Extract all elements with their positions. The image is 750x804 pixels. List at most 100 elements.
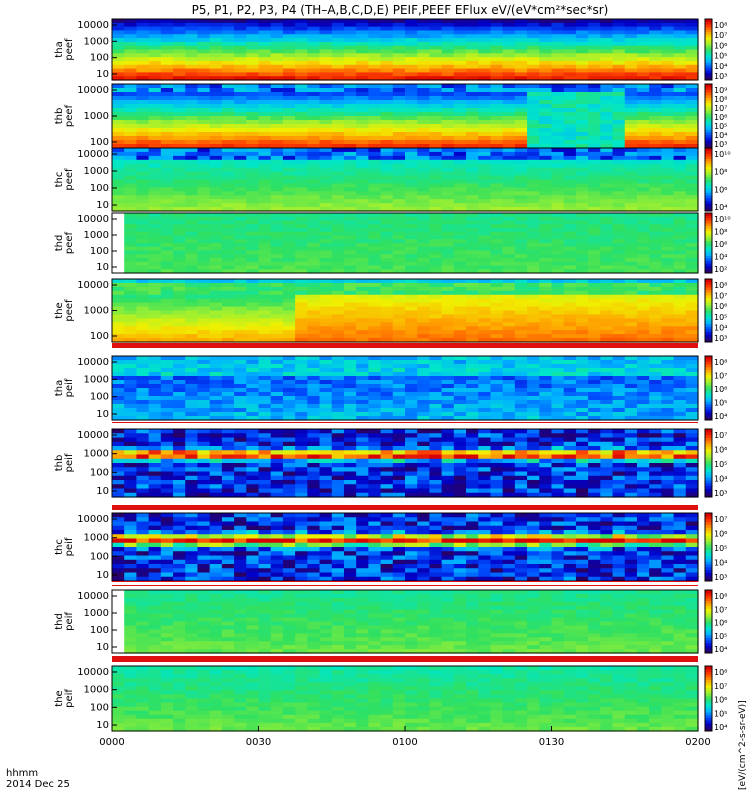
heatmap-cell (478, 311, 491, 316)
heatmap-cell (393, 104, 406, 109)
heatmap-cell (161, 120, 174, 125)
heatmap-cell (283, 53, 296, 57)
heatmap-cell (503, 295, 516, 300)
heatmap-cell (637, 57, 650, 61)
heatmap-cell (173, 372, 186, 377)
heatmap-cell (271, 236, 284, 240)
heatmap-cell (393, 368, 406, 373)
heatmap-cell (185, 19, 198, 23)
heatmap-cell (112, 136, 125, 141)
heatmap-cell (271, 112, 284, 117)
heatmap-cell (515, 19, 528, 23)
heatmap-cell (478, 392, 491, 397)
heatmap-cell (454, 322, 467, 327)
heatmap-cell (149, 183, 162, 188)
heatmap-cell (576, 217, 589, 221)
heatmap-cell (661, 27, 674, 31)
heatmap-cell (393, 299, 406, 304)
heatmap-cell (552, 140, 565, 145)
heatmap-cell (613, 392, 626, 397)
heatmap-cell (320, 322, 333, 327)
heatmap-cell (112, 191, 125, 196)
heatmap-cell (210, 258, 223, 262)
heatmap-cell (417, 96, 430, 101)
heatmap-cell (552, 108, 565, 113)
heatmap-cell (393, 19, 406, 23)
heatmap-cell (674, 116, 687, 121)
heatmap-cell (674, 156, 687, 161)
heatmap-cell (539, 326, 552, 331)
heatmap-cell (661, 213, 674, 217)
heatmap-cell (625, 168, 638, 173)
heatmap-cell (600, 258, 613, 262)
heatmap-cell (271, 311, 284, 316)
heatmap-cell (271, 266, 284, 270)
heatmap-cell (161, 224, 174, 228)
heatmap-cell (588, 148, 601, 153)
heatmap-cell (173, 459, 186, 464)
heatmap-cell (222, 72, 235, 76)
heatmap-cell (674, 42, 687, 46)
heatmap-cell (112, 384, 125, 389)
heatmap-cell (344, 108, 357, 113)
heatmap-cell (344, 34, 357, 38)
heatmap-cell (478, 34, 491, 38)
heatmap-cell (564, 400, 577, 405)
heatmap-cell (625, 148, 638, 153)
heatmap-cell (332, 120, 345, 125)
heatmap-cell (539, 266, 552, 270)
heatmap-cell (307, 96, 320, 101)
heatmap-cell (295, 221, 308, 225)
heatmap-cell (197, 314, 210, 319)
heatmap-cell (637, 217, 650, 221)
heatmap-cell (442, 19, 455, 23)
heatmap-cell (271, 408, 284, 413)
heatmap-cell (320, 164, 333, 169)
heatmap-cell (466, 84, 479, 89)
heatmap-cell (332, 283, 345, 288)
heatmap-cell (661, 116, 674, 121)
heatmap-cell (503, 116, 516, 121)
heatmap-cell (161, 283, 174, 288)
heatmap-cell (686, 228, 699, 232)
heatmap-cell (185, 442, 198, 447)
heatmap-cell (405, 187, 418, 192)
heatmap-cell (674, 283, 687, 288)
heatmap-cell (552, 243, 565, 247)
heatmap-cell (332, 291, 345, 296)
heatmap-cell (173, 34, 186, 38)
heatmap-cell (124, 42, 137, 46)
heatmap-cell (197, 364, 210, 369)
heatmap-cell (576, 266, 589, 270)
heatmap-cell (222, 136, 235, 141)
heatmap-cell (417, 326, 430, 331)
heatmap-cell (149, 191, 162, 196)
heatmap-cell (405, 195, 418, 200)
heatmap-cell (588, 168, 601, 173)
heatmap-cell (442, 108, 455, 113)
heatmap-cell (515, 53, 528, 57)
heatmap-cell (246, 388, 259, 393)
heatmap-cell (552, 368, 565, 373)
heatmap-cell (112, 376, 125, 381)
colorbar-tick-label: 10⁴ (714, 131, 727, 140)
heatmap-cell (417, 384, 430, 389)
heatmap-cell (197, 467, 210, 472)
heatmap-cell (442, 183, 455, 188)
heatmap-cell (271, 61, 284, 65)
heatmap-cell (393, 69, 406, 73)
heatmap-cell (600, 322, 613, 327)
heatmap-cell (454, 19, 467, 23)
heatmap-cell (588, 57, 601, 61)
heatmap-cell (259, 412, 272, 417)
heatmap-cell (454, 287, 467, 292)
heatmap-cell (185, 183, 198, 188)
heatmap-cell (368, 224, 381, 228)
heatmap-cell (405, 50, 418, 54)
heatmap-cell (173, 124, 186, 129)
heatmap-cell (320, 61, 333, 65)
heatmap-cell (295, 254, 308, 258)
heatmap-cell (210, 195, 223, 200)
heatmap-cell (234, 27, 247, 31)
